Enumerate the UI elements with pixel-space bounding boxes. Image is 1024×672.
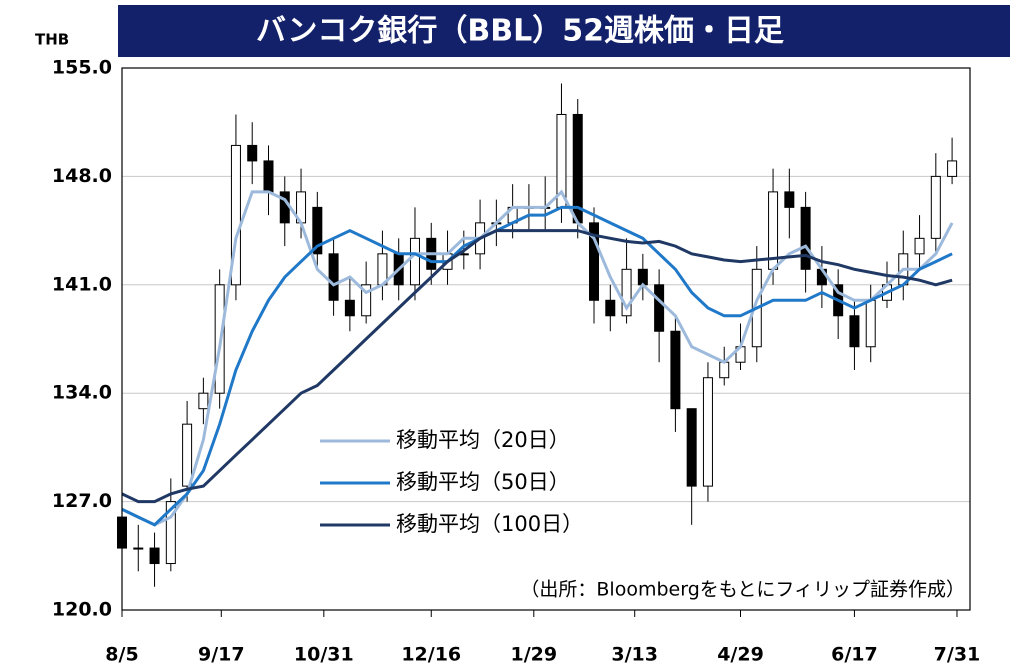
candle-body xyxy=(328,253,339,301)
plot-frame xyxy=(121,67,971,611)
y-tick-label: 148.0 xyxy=(52,165,112,187)
candle-body xyxy=(670,330,681,410)
x-tick-label: 1/29 xyxy=(510,644,557,666)
candle-body xyxy=(344,299,355,317)
x-tick-label: 7/31 xyxy=(934,644,981,666)
title-box xyxy=(118,5,1010,57)
candle-body xyxy=(589,222,600,301)
candle-body xyxy=(784,191,795,208)
ma-line xyxy=(121,205,953,527)
x-tick-label: 9/17 xyxy=(198,644,245,666)
candle-body xyxy=(930,175,941,239)
marks xyxy=(117,83,958,587)
source-note: （出所：Bloombergをもとにフィリップ証券作成） xyxy=(520,579,965,601)
legend-label: 移動平均（20日） xyxy=(396,428,570,452)
legend-label: 移動平均（100日） xyxy=(396,512,583,536)
candle-body xyxy=(361,284,372,317)
candle-body xyxy=(198,392,209,410)
candle-body xyxy=(263,160,274,193)
candle-body xyxy=(947,160,958,177)
y-tick-label: 120.0 xyxy=(52,599,112,621)
candle-body xyxy=(165,501,176,565)
ma-line xyxy=(121,229,953,504)
candle-body xyxy=(637,268,648,286)
x-tick-label: 8/5 xyxy=(105,644,138,666)
legend-label: 移動平均（50日） xyxy=(396,470,570,494)
candle-body xyxy=(230,144,241,286)
candle-body xyxy=(409,237,420,286)
y-tick-label: 134.0 xyxy=(52,382,112,404)
y-tick-label: 141.0 xyxy=(52,273,112,295)
candle-body xyxy=(686,408,697,487)
x-tick-label: 6/17 xyxy=(831,644,878,666)
candle-body xyxy=(849,315,860,348)
candle-body xyxy=(149,547,160,565)
candle-body xyxy=(702,377,713,487)
candle-body xyxy=(312,206,323,255)
candle-body xyxy=(654,284,665,332)
y-tick-label: 127.0 xyxy=(52,490,112,512)
candle-body xyxy=(621,268,632,317)
x-tick-label: 3/13 xyxy=(611,644,658,666)
candle-body xyxy=(182,423,193,487)
candle-body xyxy=(605,299,616,317)
candle-body xyxy=(800,206,811,270)
candle-body xyxy=(914,237,925,255)
x-tick-label: 12/16 xyxy=(401,644,461,666)
candle-body xyxy=(719,361,730,379)
y-unit: THB xyxy=(35,31,69,49)
candle-body xyxy=(865,299,876,348)
x-tick-label: 10/31 xyxy=(294,644,354,666)
y-tick-label: 155.0 xyxy=(52,57,112,79)
x-tick-label: 4/29 xyxy=(717,644,764,666)
candle-body xyxy=(247,144,258,162)
chart-title: バンコク銀行（BBL）52週株価・日足 xyxy=(256,14,784,49)
candle-body xyxy=(133,547,144,550)
